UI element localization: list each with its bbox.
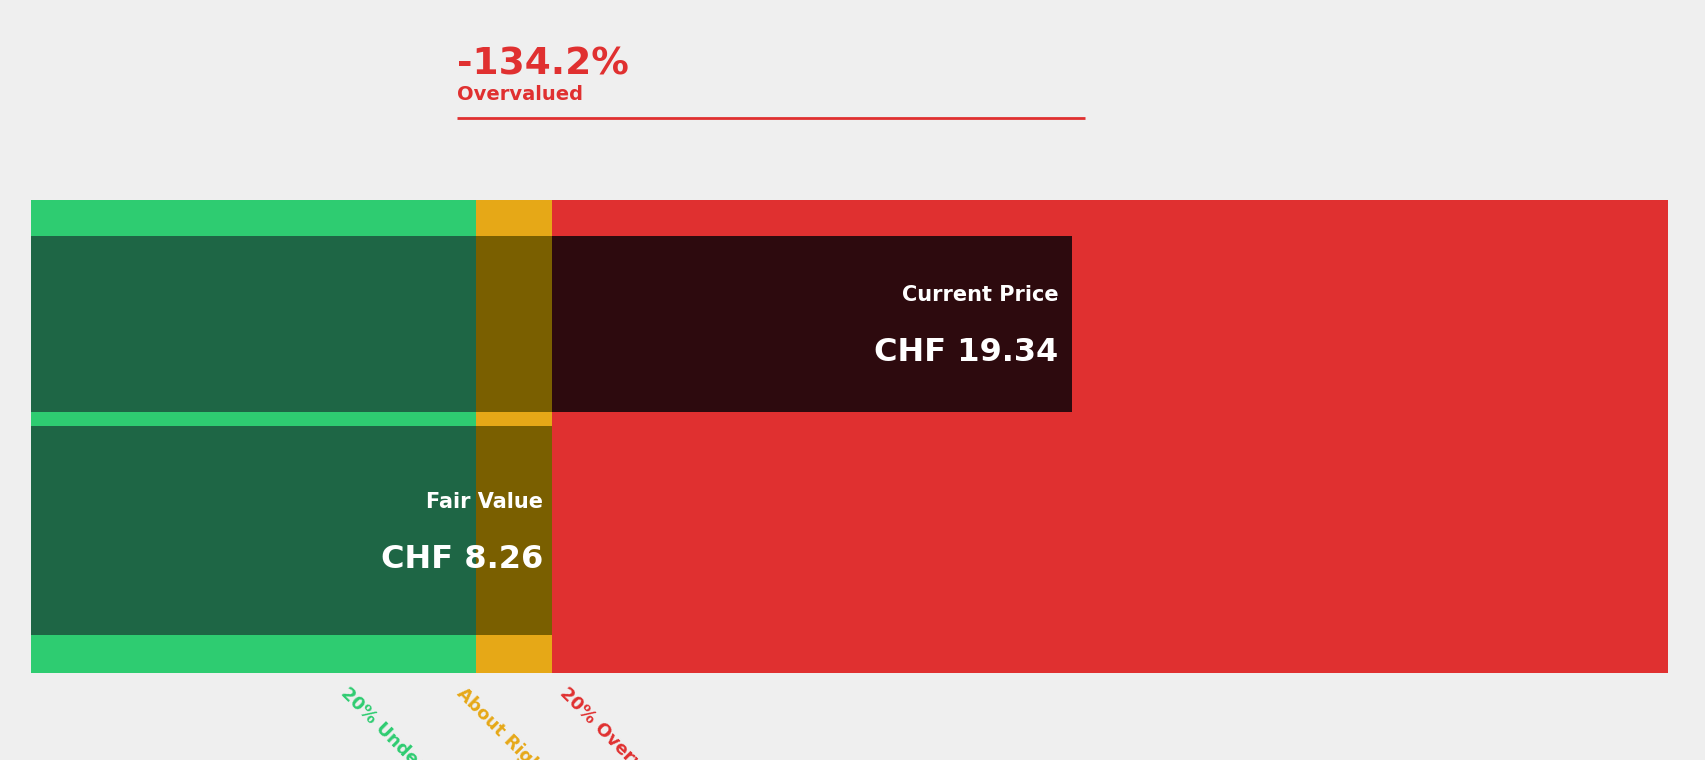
Bar [31,412,476,426]
Bar [551,200,1667,236]
Bar [476,236,551,412]
Bar [551,236,1072,412]
Bar [1072,236,1667,412]
Bar [476,426,551,635]
Bar [476,200,551,236]
Bar [551,635,1667,673]
Text: 20% Overvalued: 20% Overvalued [556,684,685,760]
Text: Current Price: Current Price [902,285,1059,305]
Bar [551,412,1667,426]
Bar [476,412,551,426]
Text: CHF 19.34: CHF 19.34 [875,337,1059,369]
Text: Fair Value: Fair Value [426,492,542,511]
Text: Overvalued: Overvalued [457,86,583,105]
Text: About Right: About Right [454,684,551,760]
Bar [551,426,1667,635]
Bar [31,426,476,635]
Bar [31,236,476,412]
Bar [31,635,476,673]
Text: 20% Undervalued: 20% Undervalued [338,684,476,760]
Bar [476,635,551,673]
Text: -134.2%: -134.2% [457,46,629,83]
Bar [31,200,476,236]
Text: CHF 8.26: CHF 8.26 [380,544,542,575]
